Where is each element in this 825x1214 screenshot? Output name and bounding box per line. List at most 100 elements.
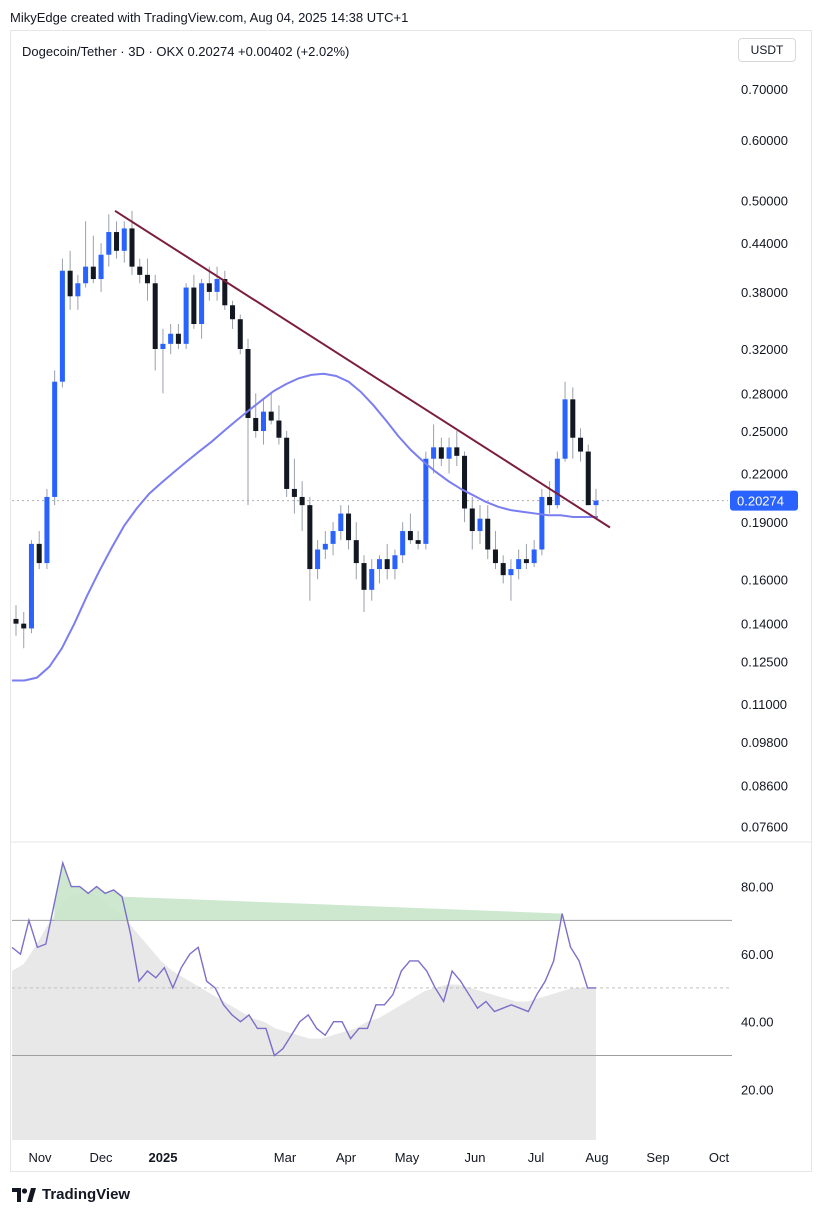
candle-body [539, 496, 545, 550]
price-axis-tick: 0.07600 [741, 820, 788, 835]
candle-body [384, 559, 390, 570]
price-axis-tick: 0.16000 [741, 572, 788, 587]
time-axis-tick: Oct [709, 1150, 730, 1165]
time-axis-tick: Jul [528, 1150, 545, 1165]
candle-body [492, 549, 498, 564]
price-axis-tick: 0.44000 [741, 236, 788, 251]
candle-body [28, 543, 34, 629]
candle-body [129, 228, 135, 267]
chart-caption: MikyEdge created with TradingView.com, A… [10, 10, 409, 25]
candle-body [485, 518, 491, 550]
candle-body [322, 543, 328, 550]
candle-body [276, 420, 282, 438]
candle-body [214, 279, 220, 292]
time-axis-tick: Apr [336, 1150, 357, 1165]
price-axis-tick: 0.14000 [741, 617, 788, 632]
candle-body [98, 254, 104, 280]
price-axis-tick: 0.32000 [741, 342, 788, 357]
price-axis-tick: 0.38000 [741, 285, 788, 300]
candle-body [407, 531, 413, 541]
candle-body [570, 399, 576, 438]
candle-body [52, 381, 58, 497]
symbol-legend: Dogecoin/Tether · 3D · OKX 0.20274 +0.00… [22, 44, 350, 59]
rsi-line [11, 860, 596, 1057]
candle-body [392, 555, 398, 570]
price-axis-tick: 0.25000 [741, 424, 788, 439]
candle-body [106, 232, 112, 255]
candle-body [260, 411, 266, 432]
candle-body [369, 569, 375, 590]
rsi-axis-tick: 60.00 [741, 947, 774, 962]
candle-body [593, 500, 599, 506]
current-price-label-bg [730, 490, 798, 511]
time-axis-tick: Mar [274, 1150, 297, 1165]
price-axis-tick: 0.50000 [741, 194, 788, 209]
currency-button[interactable]: USDT [738, 38, 796, 62]
candle-body [191, 287, 197, 324]
current-price-label: 0.20274 [737, 494, 784, 509]
candle-body [554, 458, 560, 506]
footer-brand: TradingView [12, 1186, 130, 1203]
candle-body [245, 348, 251, 418]
candle-body [578, 437, 584, 452]
candle-body [585, 451, 591, 506]
candle-body [137, 266, 143, 275]
candle-body [338, 513, 344, 532]
candle-body [415, 540, 421, 544]
candle-body [330, 531, 336, 544]
candle-body [114, 232, 120, 251]
time-axis-tick: May [395, 1150, 420, 1165]
rsi-axis-tick: 40.00 [741, 1015, 774, 1030]
candle-body [67, 270, 73, 297]
candle-body [508, 569, 514, 576]
tradingview-logo-icon [12, 1187, 36, 1202]
rsi-axis-tick: 80.00 [741, 880, 774, 895]
candle-body [547, 496, 553, 506]
candle-body [160, 343, 166, 349]
candle-body [523, 559, 529, 564]
time-axis-tick: Nov [28, 1150, 52, 1165]
candle-body [222, 279, 228, 306]
candle-body [469, 508, 475, 532]
candle-body [454, 447, 460, 456]
candle-body [291, 488, 297, 497]
candle-body [423, 458, 429, 544]
candle-body [59, 270, 65, 382]
time-axis-tick: Aug [585, 1150, 608, 1165]
candle-body [175, 333, 181, 344]
candle-body [206, 283, 212, 292]
candle-body [90, 266, 96, 280]
candle-body [500, 563, 506, 576]
candle-body [199, 283, 205, 324]
candle-body [431, 447, 437, 459]
time-axis-tick: Dec [89, 1150, 113, 1165]
candle-body [284, 437, 290, 489]
candle-body [462, 455, 468, 509]
candle-body [183, 287, 189, 344]
candle-body [230, 305, 236, 320]
price-axis-tick: 0.12500 [741, 654, 788, 669]
candle-body [152, 283, 158, 349]
candle-body [299, 496, 305, 506]
candle-body [446, 447, 452, 459]
price-axis-tick: 0.19000 [741, 515, 788, 530]
candle-body [376, 559, 382, 570]
candle-body [121, 228, 127, 251]
candle-body [253, 417, 259, 432]
candle-body [144, 274, 150, 284]
candle-body [346, 513, 352, 541]
candle-body [477, 518, 483, 532]
rsi-average-area [12, 893, 596, 1140]
candle-body [21, 623, 27, 629]
time-axis-tick: Jun [465, 1150, 486, 1165]
price-axis-tick: 0.11000 [741, 697, 787, 712]
chart-frame [10, 30, 812, 1172]
moving-average-line [12, 372, 598, 682]
candle-body [307, 505, 313, 570]
time-axis-tick: Sep [646, 1150, 669, 1165]
candle-body [353, 540, 359, 564]
candle-body [531, 549, 537, 564]
rsi-overbought-fill [54, 862, 563, 921]
price-axis-tick: 0.22000 [741, 466, 788, 481]
